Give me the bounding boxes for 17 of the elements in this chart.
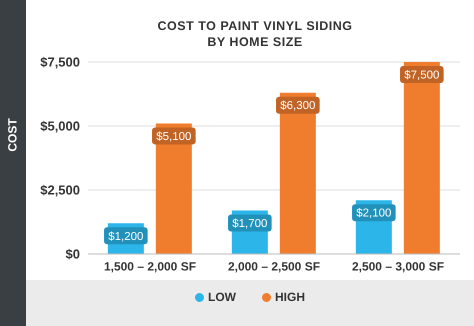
data-label: $5,100 [156,130,192,143]
data-label: $6,300 [280,100,316,112]
data-label: $2,100 [356,208,392,220]
data-label: $1,700 [232,218,268,230]
y-axis-title: COST [6,118,20,152]
data-label: $1,200 [108,230,144,243]
y-tick-label: $5,000 [40,118,80,134]
chart-title: COST TO PAINT VINYL SIDING BY HOME SIZE [156,18,354,50]
legend-label: HIGH [274,290,305,304]
y-tick-label: $7,500 [40,54,80,70]
data-label: $7,500 [404,70,440,82]
y-tick-label: $0 [66,246,80,262]
x-tick-label: 1,500 – 2,000 SF [104,260,196,274]
x-tick-label: 2,500 – 3,000 SF [352,260,444,274]
y-tick-label: $2,500 [40,182,80,198]
x-tick-label: 2,000 – 2,500 SF [228,260,320,274]
legend-label: LOW [207,290,236,304]
